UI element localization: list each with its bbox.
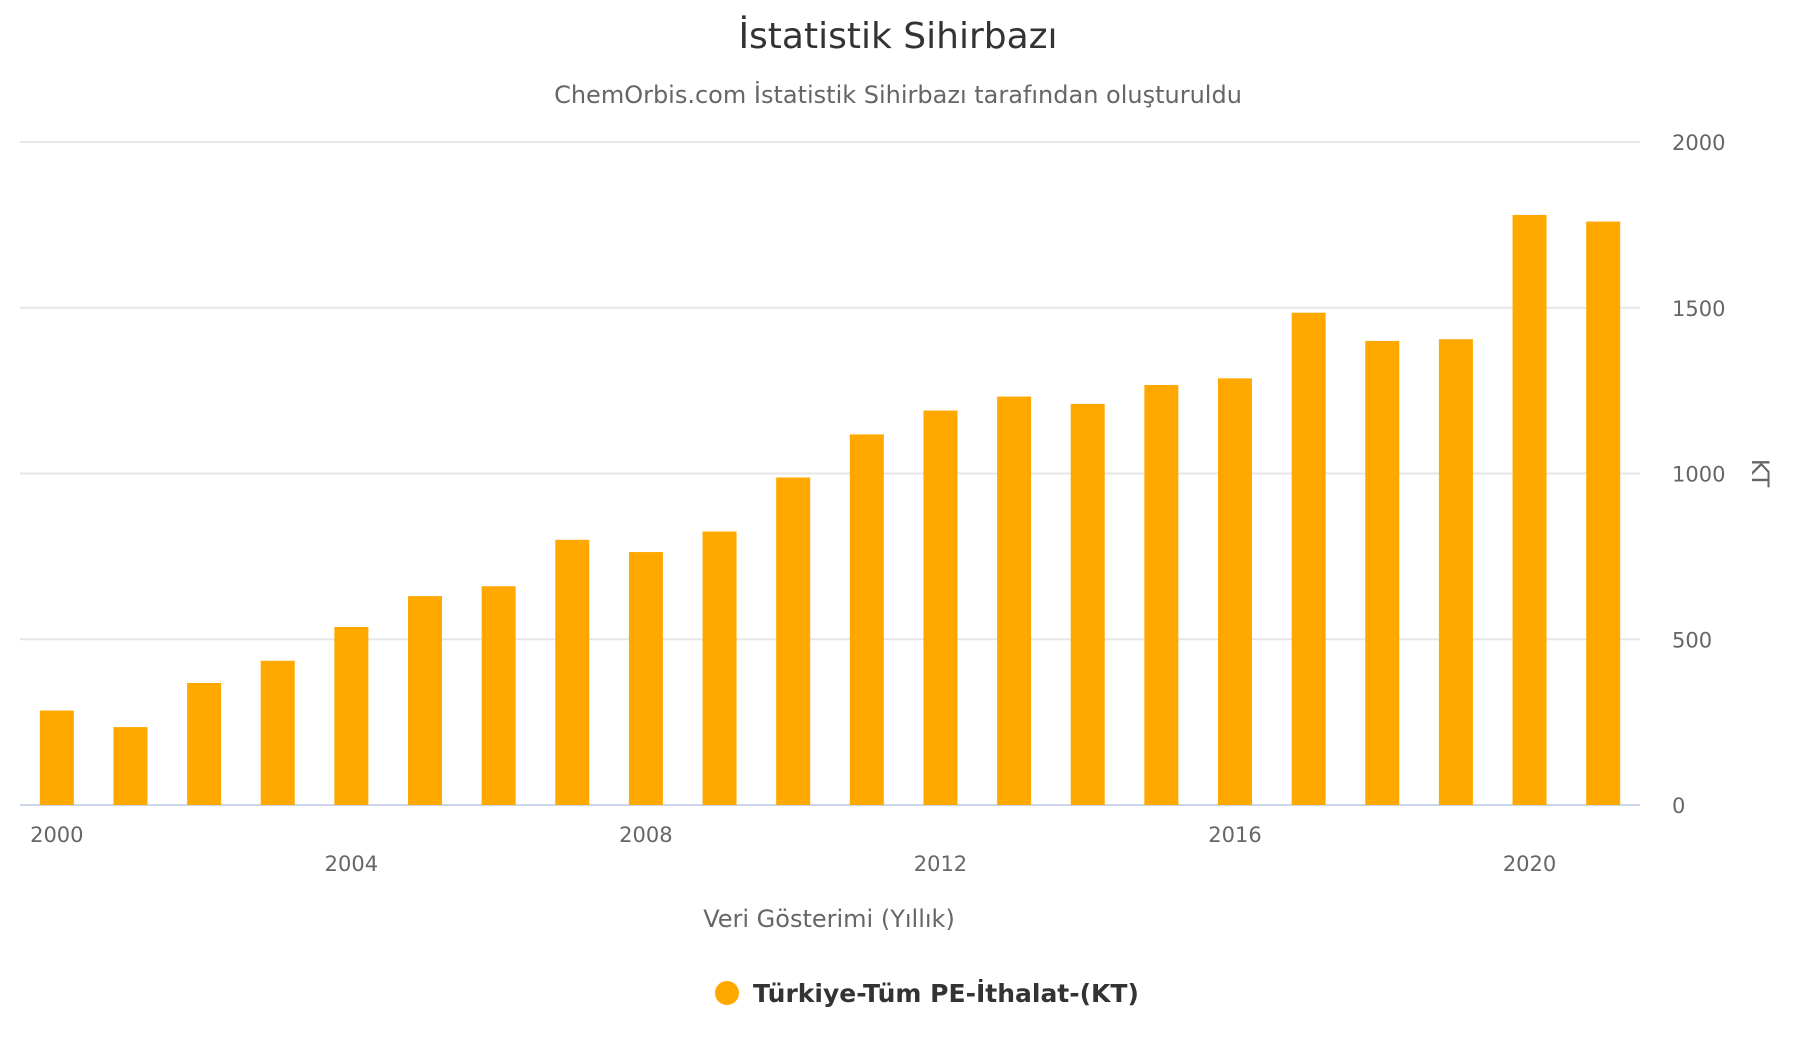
bar-2013[interactable] [997,396,1032,805]
bar-2015[interactable] [1144,384,1179,805]
bar-2010[interactable] [776,477,811,805]
bar-2018[interactable] [1365,340,1400,805]
bar-2021[interactable] [1586,221,1621,805]
bar-2007[interactable] [555,539,590,805]
y-tick-label: 2000 [1672,131,1725,155]
bar-2005[interactable] [408,596,442,805]
y-axis: 0 500 1000 1500 2000 [1672,131,1725,818]
bar-2006[interactable] [481,586,516,805]
y-tick-label: 1000 [1672,463,1725,487]
x-tick-label: 2020 [1503,852,1556,876]
y-tick-label: 500 [1672,628,1712,652]
bar-2001[interactable] [113,727,148,805]
bar-2002[interactable] [187,683,222,805]
bar-2016[interactable] [1218,378,1252,805]
bar-2003[interactable] [260,660,295,805]
x-tick-label: 2012 [914,852,967,876]
chart-title: İstatistik Sihirbazı [738,15,1057,57]
legend-marker [715,981,739,1005]
bar-2009[interactable] [702,531,737,805]
x-tick-label: 2000 [30,823,83,847]
bar-2000[interactable] [39,710,74,805]
bar-2014[interactable] [1070,403,1105,805]
bar-2019[interactable] [1438,339,1473,805]
x-axis-title: Veri Gösterimi (Yıllık) [703,905,955,933]
bar-2011[interactable] [849,434,884,805]
bar-2020[interactable] [1512,214,1547,805]
bar-2012[interactable] [923,410,958,805]
y-tick-label: 0 [1672,794,1685,818]
x-tick-label: 2016 [1208,823,1261,847]
x-tick-label: 2008 [619,823,672,847]
y-axis-title: KT [1746,459,1774,488]
legend[interactable]: Türkiye-Tüm PE-İthalat-(KT) [715,978,1139,1008]
bar-2004[interactable] [334,626,369,805]
legend-label[interactable]: Türkiye-Tüm PE-İthalat-(KT) [753,978,1139,1008]
bar-2017[interactable] [1291,312,1326,805]
chart-subtitle: ChemOrbis.com İstatistik Sihirbazı taraf… [554,80,1242,109]
y-tick-label: 1500 [1672,297,1725,321]
bar-series [39,214,1621,805]
x-tick-label: 2004 [325,852,378,876]
x-axis: 2000 2004 2008 2012 2016 2020 [30,823,1556,876]
bar-2008[interactable] [628,552,663,805]
